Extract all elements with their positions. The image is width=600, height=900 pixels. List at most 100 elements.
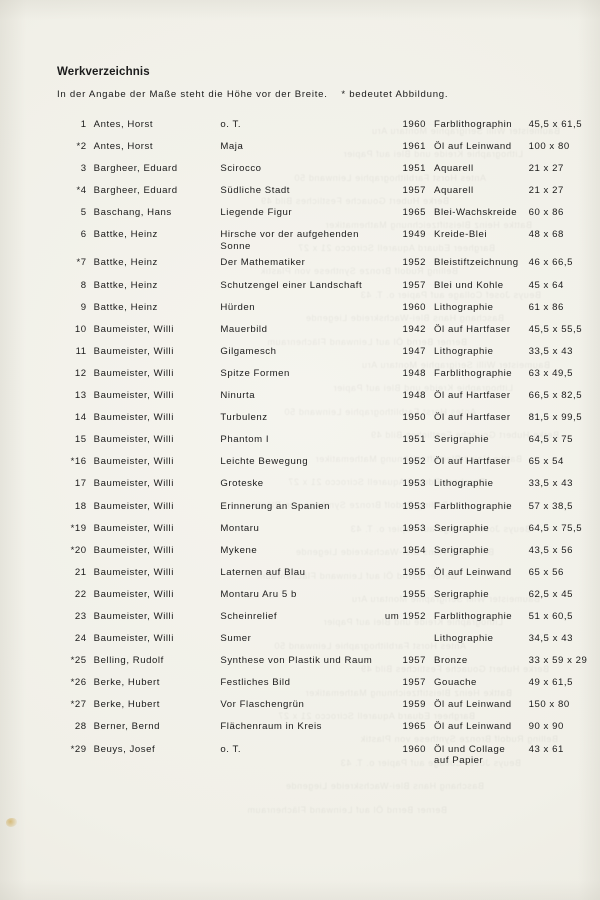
work-title: Montaru Aru 5 b (220, 588, 297, 600)
work-year: 1960 (402, 119, 427, 130)
work-year: 1952 (402, 257, 427, 269)
work-title: Erinnerung an Spanien (220, 500, 331, 512)
work-title: o. T. (220, 119, 242, 130)
work-dimensions: 48 x 68 (528, 229, 564, 241)
catalogue-row: 24 Baumeister, Willi Sumer Lithographie 34,5… (0, 628, 600, 650)
work-technique: Serigraphie (434, 544, 490, 556)
artist-name: Baumeister, Willi (93, 544, 174, 556)
work-dimensions: 43,5 x 56 (528, 544, 573, 556)
work-year: 1965 (402, 721, 427, 733)
catalogue-row: 8 Battke, Heinz Schutzengel einer Landscha… (0, 275, 600, 297)
catalogue-row: 28 Berner, Bernd Flächenraum in Kreis 1965 Ö… (0, 716, 600, 738)
catalogue-number: 12 (74, 367, 87, 379)
work-title: Ninurta (220, 390, 256, 402)
measurement-note: In der Angabe der Maße steht die Höhe vo… (57, 89, 449, 100)
work-dimensions: 45,5 x 55,5 (528, 323, 583, 335)
work-technique: Serigraphie (434, 588, 490, 600)
work-technique: Kreide-Blei (434, 229, 488, 241)
catalogue-number: *26 (70, 677, 87, 689)
work-title: Synthese von Plastik und Raum (220, 655, 373, 667)
artist-name: Berke, Hubert (93, 677, 161, 689)
work-technique: Öl auf Leinwand (434, 141, 512, 153)
work-year: 1957 (402, 279, 427, 291)
catalogue-number: 28 (74, 721, 87, 733)
work-year: 1961 (402, 141, 427, 153)
work-title: Spitze Formen (220, 367, 290, 379)
work-dimensions: 64,5 x 75,5 (528, 522, 583, 534)
work-dimensions: 81,5 x 99,5 (528, 412, 583, 424)
catalogue-row: 1 Antes, Horst o. T. 1960 Farblithographin 45… (0, 114, 600, 136)
catalogue-row: *25 Belling, Rudolf Synthese von Plastik u… (0, 650, 600, 672)
work-dimensions: 34,5 x 43 (528, 633, 573, 645)
work-technique: Bleistiftzeichnung (434, 257, 519, 269)
artist-name: Bargheer, Eduard (93, 163, 178, 175)
work-title: Scirocco (220, 163, 262, 175)
catalogue-row: *29 Beuys, Josef o. T. 1960 Öl und Collage au… (0, 739, 600, 767)
catalogue-row: 17 Baumeister, Willi Groteske 1953 Lithograp… (0, 473, 600, 495)
work-title: Sumer (220, 633, 252, 645)
work-technique: Öl auf Hartfaser (434, 456, 511, 468)
work-technique: Lithographie (434, 633, 494, 645)
catalogue-number: 11 (75, 345, 87, 357)
artist-name: Baumeister, Willi (93, 345, 174, 357)
work-title: Festliches Bild (220, 677, 291, 689)
catalogue-row: 5 Baschang, Hans Liegende Figur 1965 Blei-Wa… (0, 202, 600, 224)
work-dimensions: 100 x 80 (528, 141, 570, 153)
work-dimensions: 33,5 x 43 (528, 345, 573, 357)
catalogue-number: 24 (74, 633, 87, 645)
catalogue-table: 1 Antes, Horst o. T. 1960 Farblithographin 45… (0, 114, 600, 767)
artist-name: Baschang, Hans (93, 207, 172, 219)
work-dimensions: 33,5 x 43 (528, 478, 573, 490)
catalogue-row: 21 Baumeister, Willi Laternen auf Blau 1955… (0, 562, 600, 584)
catalogue-row: *19 Baumeister, Willi Montaru 1953 Serigraph… (0, 518, 600, 540)
work-title: o. T. (220, 743, 242, 755)
work-title: Montaru (220, 522, 260, 534)
work-technique: Lithographie (434, 301, 494, 313)
catalogue-row: 11 Baumeister, Willi Gilgamesch 1947 Lithogr… (0, 341, 600, 363)
work-technique: Öl auf Leinwand (434, 566, 512, 578)
catalogue-number: *25 (70, 655, 87, 667)
work-technique: Öl und Collage auf Papier (434, 743, 506, 767)
catalogue-row: 10 Baumeister, Willi Mauerbild 1942 Öl auf H… (0, 319, 600, 341)
work-dimensions: 90 x 90 (528, 721, 564, 733)
catalogue-number: 6 (80, 229, 87, 241)
work-dimensions: 150 x 80 (528, 699, 570, 711)
work-year: 1965 (402, 207, 427, 219)
work-dimensions: 46 x 66,5 (528, 257, 573, 269)
work-title: Maja (220, 141, 244, 153)
work-dimensions: 64,5 x 75 (528, 434, 573, 446)
work-year: 1951 (402, 434, 427, 446)
work-year (385, 628, 434, 650)
catalogue-number: 8 (80, 279, 87, 291)
catalogue-row: *27 Berke, Hubert Vor Flaschengrün 1959 Öl a… (0, 694, 600, 716)
work-title: Der Mathematiker (220, 257, 306, 269)
catalogue-row: 13 Baumeister, Willi Ninurta 1948 Öl auf Har… (0, 385, 600, 407)
work-technique: Serigraphie (434, 434, 490, 446)
catalogue-row: 12 Baumeister, Willi Spitze Formen 1948 Farb… (0, 363, 600, 385)
catalogue-row: 23 Baumeister, Willi Scheinrelief um 1952 Fa… (0, 606, 600, 628)
work-year: 1947 (402, 345, 427, 357)
artist-name: Baumeister, Willi (93, 390, 174, 402)
artist-name: Battke, Heinz (93, 279, 158, 291)
artist-name: Baumeister, Willi (93, 456, 174, 468)
catalogue-number: 14 (74, 412, 87, 424)
artist-name: Baumeister, Willi (93, 610, 174, 622)
catalogue-row: 15 Baumeister, Willi Phantom I 1951 Serigrap… (0, 429, 600, 451)
work-dimensions: 63 x 49,5 (528, 367, 573, 379)
artist-name: Berke, Hubert (93, 699, 161, 711)
work-year: 1957 (402, 185, 427, 197)
catalogue-row: *26 Berke, Hubert Festliches Bild 1957 Gouac… (0, 672, 600, 694)
work-year: 1953 (402, 478, 427, 490)
work-technique: Aquarell (434, 185, 474, 197)
work-dimensions: 57 x 38,5 (528, 500, 573, 512)
catalogue-row: 6 Battke, Heinz Hirsche vor der aufgehende… (0, 224, 600, 252)
work-dimensions: 33 x 59 x 29 (528, 655, 588, 667)
catalogue-number: 1 (80, 119, 87, 130)
work-title: Südliche Stadt (220, 185, 290, 197)
work-title: Hürden (220, 301, 256, 313)
work-year: 1955 (402, 566, 427, 578)
work-title: Vor Flaschengrün (220, 699, 305, 711)
page-title: Werkverzeichnis (57, 66, 150, 78)
catalogue-number: 21 (74, 566, 87, 578)
artist-name: Beuys, Josef (93, 743, 156, 755)
